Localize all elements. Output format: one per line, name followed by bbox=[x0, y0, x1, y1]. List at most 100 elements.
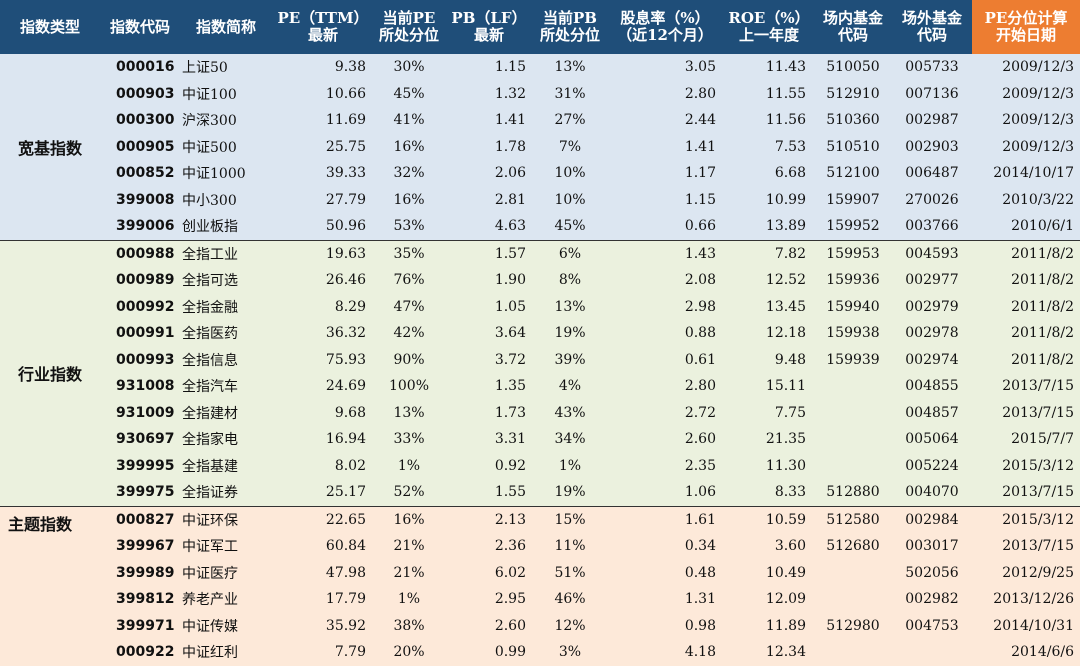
dividend-yield: 0.34 bbox=[606, 533, 724, 560]
etf-code bbox=[814, 373, 892, 400]
roe-value: 9.48 bbox=[724, 346, 814, 373]
category-cell: 主题指数 bbox=[0, 505, 100, 666]
index-code: 000016 bbox=[100, 54, 180, 81]
etf-code: 512580 bbox=[814, 505, 892, 533]
dividend-yield: 4.18 bbox=[606, 639, 724, 666]
table-row: 000922 中证红利 7.79 20% 0.99 3% 4.18 12.34 2014/6/6 bbox=[0, 639, 1080, 666]
pe-percentile: 21% bbox=[374, 559, 444, 586]
start-date: 2013/7/15 bbox=[972, 373, 1080, 400]
header-roe: ROE（%） 上一年度 bbox=[724, 0, 814, 54]
pe-percentile: 38% bbox=[374, 612, 444, 639]
pb-percentile: 31% bbox=[534, 80, 606, 107]
dividend-yield: 2.98 bbox=[606, 293, 724, 320]
index-name: 中小300 bbox=[180, 186, 272, 213]
table-row: 000989 全指可选 26.46 76% 1.90 8% 2.08 12.52 159936 0… bbox=[0, 267, 1080, 294]
start-date: 2012/9/25 bbox=[972, 559, 1080, 586]
table-row: 399006 创业板指 50.96 53% 4.63 45% 0.66 13.89 159952… bbox=[0, 213, 1080, 240]
index-name: 中证军工 bbox=[180, 533, 272, 560]
pb-percentile: 51% bbox=[534, 559, 606, 586]
table-row: 399975 全指证券 25.17 52% 1.55 19% 1.06 8.33 512880 0… bbox=[0, 479, 1080, 506]
pe-value: 26.46 bbox=[272, 267, 374, 294]
pe-value: 35.92 bbox=[272, 612, 374, 639]
index-code: 000827 bbox=[100, 505, 180, 533]
index-code: 000300 bbox=[100, 107, 180, 134]
dividend-yield: 1.61 bbox=[606, 505, 724, 533]
etf-code bbox=[814, 399, 892, 426]
start-date: 2015/3/12 bbox=[972, 452, 1080, 479]
pb-value: 1.73 bbox=[444, 399, 534, 426]
etf-code bbox=[814, 452, 892, 479]
otc-code bbox=[892, 639, 972, 666]
etf-code bbox=[814, 426, 892, 453]
pe-percentile: 47% bbox=[374, 293, 444, 320]
otc-code: 004855 bbox=[892, 373, 972, 400]
table-row: 000852 中证1000 39.33 32% 2.06 10% 1.17 6.68 51210… bbox=[0, 160, 1080, 187]
pe-percentile: 100% bbox=[374, 373, 444, 400]
otc-code: 004753 bbox=[892, 612, 972, 639]
pb-percentile: 45% bbox=[534, 213, 606, 240]
index-name: 中证1000 bbox=[180, 160, 272, 187]
header-etf-code: 场内基金 代码 bbox=[814, 0, 892, 54]
pb-percentile: 43% bbox=[534, 399, 606, 426]
index-name: 创业板指 bbox=[180, 213, 272, 240]
pe-value: 36.32 bbox=[272, 320, 374, 347]
dividend-yield: 0.61 bbox=[606, 346, 724, 373]
etf-code bbox=[814, 639, 892, 666]
start-date: 2014/6/6 bbox=[972, 639, 1080, 666]
etf-code: 512880 bbox=[814, 479, 892, 506]
etf-code bbox=[814, 586, 892, 613]
pe-value: 8.02 bbox=[272, 452, 374, 479]
pe-percentile: 21% bbox=[374, 533, 444, 560]
start-date: 2014/10/17 bbox=[972, 160, 1080, 187]
otc-code: 502056 bbox=[892, 559, 972, 586]
pb-value: 2.95 bbox=[444, 586, 534, 613]
pe-value: 7.79 bbox=[272, 639, 374, 666]
pb-percentile: 12% bbox=[534, 612, 606, 639]
index-code: 000852 bbox=[100, 160, 180, 187]
etf-code: 512100 bbox=[814, 160, 892, 187]
index-code: 000922 bbox=[100, 639, 180, 666]
pb-percentile: 6% bbox=[534, 239, 606, 267]
pe-percentile: 52% bbox=[374, 479, 444, 506]
pb-value: 1.35 bbox=[444, 373, 534, 400]
index-name: 中证100 bbox=[180, 80, 272, 107]
table-row: 930697 全指家电 16.94 33% 3.31 34% 2.60 21.35 005064… bbox=[0, 426, 1080, 453]
otc-code: 005733 bbox=[892, 54, 972, 81]
dividend-yield: 2.60 bbox=[606, 426, 724, 453]
pb-percentile: 39% bbox=[534, 346, 606, 373]
dividend-yield: 0.88 bbox=[606, 320, 724, 347]
pb-percentile: 27% bbox=[534, 107, 606, 134]
table-body: 宽基指数 000016 上证50 9.38 30% 1.15 13% 3.05 11.43 510… bbox=[0, 54, 1080, 666]
index-code: 000903 bbox=[100, 80, 180, 107]
index-name: 全指家电 bbox=[180, 426, 272, 453]
pb-percentile: 3% bbox=[534, 639, 606, 666]
roe-value: 10.49 bbox=[724, 559, 814, 586]
index-code: 399967 bbox=[100, 533, 180, 560]
pe-value: 24.69 bbox=[272, 373, 374, 400]
otc-code: 006487 bbox=[892, 160, 972, 187]
otc-code: 002987 bbox=[892, 107, 972, 134]
pe-percentile: 16% bbox=[374, 186, 444, 213]
roe-value: 11.89 bbox=[724, 612, 814, 639]
table-row: 000905 中证500 25.75 16% 1.78 7% 1.41 7.53 510510 0… bbox=[0, 133, 1080, 160]
roe-value: 11.30 bbox=[724, 452, 814, 479]
start-date: 2011/8/2 bbox=[972, 267, 1080, 294]
etf-code: 159907 bbox=[814, 186, 892, 213]
index-name: 中证红利 bbox=[180, 639, 272, 666]
dividend-yield: 2.44 bbox=[606, 107, 724, 134]
header-code: 指数代码 bbox=[100, 0, 180, 54]
category-cell: 宽基指数 bbox=[0, 54, 100, 240]
etf-code: 159936 bbox=[814, 267, 892, 294]
index-name: 养老产业 bbox=[180, 586, 272, 613]
dividend-yield: 1.41 bbox=[606, 133, 724, 160]
roe-value: 3.60 bbox=[724, 533, 814, 560]
pb-value: 2.36 bbox=[444, 533, 534, 560]
roe-value: 15.11 bbox=[724, 373, 814, 400]
table-row: 000300 沪深300 11.69 41% 1.41 27% 2.44 11.56 51036… bbox=[0, 107, 1080, 134]
table-row: 宽基指数 000016 上证50 9.38 30% 1.15 13% 3.05 11.43 510… bbox=[0, 54, 1080, 240]
pb-value: 2.06 bbox=[444, 160, 534, 187]
index-code: 399008 bbox=[100, 186, 180, 213]
index-code: 399812 bbox=[100, 586, 180, 613]
index-code: 000905 bbox=[100, 133, 180, 160]
